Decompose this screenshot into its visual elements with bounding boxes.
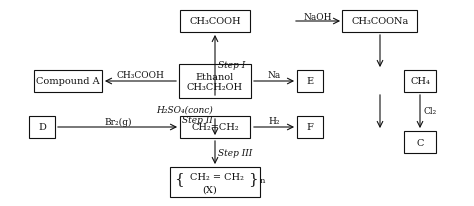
- Text: (X): (X): [202, 185, 218, 194]
- Bar: [404, 71, 436, 92]
- Text: Na: Na: [267, 71, 281, 80]
- Bar: [170, 167, 260, 197]
- Bar: [404, 131, 436, 153]
- Text: CH₃COONa: CH₃COONa: [351, 18, 409, 26]
- Bar: [180, 116, 250, 138]
- Bar: [297, 116, 323, 138]
- Text: CH₂=CH₂: CH₂=CH₂: [191, 123, 239, 132]
- Text: NaOH: NaOH: [304, 12, 332, 21]
- Bar: [179, 65, 251, 98]
- Bar: [180, 11, 250, 33]
- Text: }: }: [248, 171, 258, 185]
- Text: CH₃COOH: CH₃COOH: [189, 18, 241, 26]
- Text: Ethanol: Ethanol: [196, 72, 234, 81]
- Text: C: C: [416, 138, 424, 147]
- Text: Cl₂: Cl₂: [424, 107, 437, 116]
- Text: D: D: [38, 123, 46, 132]
- Text: CH₃CH₂OH: CH₃CH₂OH: [187, 83, 243, 92]
- Text: CH₂ = CH₂: CH₂ = CH₂: [190, 173, 244, 182]
- Text: H₂SO₄(conc)
Step II: H₂SO₄(conc) Step II: [156, 105, 213, 124]
- Text: CH₄: CH₄: [410, 77, 430, 86]
- Text: F: F: [307, 123, 313, 132]
- Bar: [34, 71, 102, 92]
- Text: {: {: [174, 171, 184, 185]
- Text: Br₂(g): Br₂(g): [104, 117, 132, 126]
- Text: H₂: H₂: [268, 117, 280, 126]
- Bar: [29, 116, 55, 138]
- Text: Step III: Step III: [218, 149, 252, 158]
- Bar: [297, 71, 323, 92]
- Text: CH₃COOH: CH₃COOH: [116, 71, 164, 80]
- Text: E: E: [306, 77, 314, 86]
- Text: n: n: [260, 176, 265, 184]
- Bar: [343, 11, 418, 33]
- Text: Step I: Step I: [218, 61, 245, 70]
- Text: Compound A: Compound A: [36, 77, 100, 86]
